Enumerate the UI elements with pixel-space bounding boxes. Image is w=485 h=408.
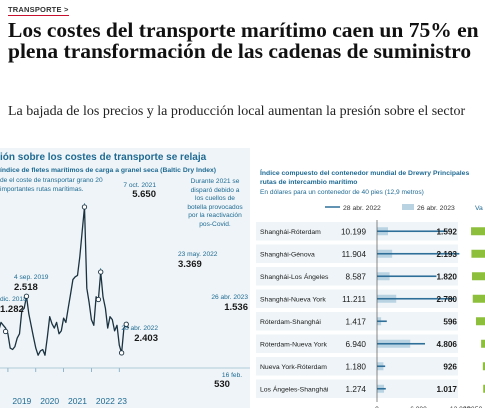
route-value-2023: 1.820 <box>437 272 458 281</box>
legend-2023-swatch <box>402 204 414 210</box>
variation-bar <box>472 294 485 303</box>
annotation-value: 1.282 <box>0 304 24 315</box>
route-value-2022: 6.940 <box>346 340 367 349</box>
annotation-date: 7 oct. 2021 <box>123 182 156 189</box>
variation-tick-label: -100 <box>461 406 475 408</box>
route-name: Los Ángeles-Shanghái <box>260 384 329 393</box>
x-tick-label: 2019 <box>12 396 31 406</box>
bar-2022 <box>377 297 455 300</box>
bdi-series-line <box>0 206 130 356</box>
annotation-value: 2.403 <box>134 333 158 344</box>
annotation-date: 4 sep. 2019 <box>14 274 49 281</box>
route-row-bg <box>256 289 458 308</box>
variation-tick-label: -50 <box>473 406 483 408</box>
baltic-dry-index-panel: ión sobre los costes de transporte se re… <box>0 148 250 408</box>
bar-2022 <box>377 320 387 323</box>
route-value-2022: 10.199 <box>341 227 366 236</box>
annotation-point <box>118 350 125 356</box>
route-row-bg <box>256 222 458 241</box>
route-row-bg <box>256 334 458 353</box>
route-name: Róterdam-Shanghái <box>260 319 321 326</box>
route-row-bg <box>256 379 458 398</box>
annotation-date: dic. 2018 <box>0 296 27 303</box>
annotation-point <box>81 204 88 210</box>
annotation-date: 16 feb. <box>222 372 242 379</box>
route-value-2023: 1.017 <box>437 385 458 394</box>
variation-bar <box>471 272 485 281</box>
bar-2022 <box>377 387 386 390</box>
bar-x-tick-label: 6.000 <box>410 406 427 408</box>
annotation-point <box>123 321 129 327</box>
bar-2022 <box>377 365 386 368</box>
right-chart-title: Índice compuesto del contenedor mundial … <box>260 170 470 186</box>
route-name: Shanghái-Génova <box>260 251 315 258</box>
article-subheadline: La bajada de los precios y la producción… <box>8 104 466 119</box>
route-value-2023: 926 <box>443 362 457 371</box>
route-row-bg <box>256 267 458 286</box>
route-row-bg <box>256 244 458 263</box>
variation-header: Va <box>475 205 483 212</box>
left-chart-description: de el coste de transportar grano 20 impo… <box>0 177 103 193</box>
annotation-point <box>2 328 9 335</box>
bar-2022 <box>377 230 448 233</box>
legend-2023-label: 26 abr. 2023 <box>417 205 455 212</box>
route-value-2022: 1.180 <box>346 362 367 371</box>
legend-2022-label: 28 abr. 2022 <box>343 205 381 212</box>
route-name: Shanghái-Róterdam <box>260 229 321 236</box>
route-row-bg <box>256 312 458 331</box>
route-value-2023: 1.592 <box>437 227 458 236</box>
variation-bar <box>471 227 485 236</box>
annotation-date: 23 may. 2022 <box>178 251 218 258</box>
article-headline: Los costes del transporte marítimo caen … <box>8 18 479 63</box>
route-value-2022: 8.587 <box>346 272 367 281</box>
right-chart-subtitle: En dólares para un contenedor de 40 pies… <box>260 189 424 196</box>
drewry-index-chart: 28 abr. 2022 26 abr. 2023 Va Shanghái-Róter… <box>256 204 485 408</box>
bar-x-tick-label: 0 <box>375 406 379 408</box>
annotation-value: 1.536 <box>224 302 248 313</box>
route-row-bg <box>256 357 458 376</box>
route-name: Shanghái-Los Ángeles <box>260 272 329 281</box>
section-kicker[interactable]: TRANSPORTE > <box>8 5 69 16</box>
annotation-point <box>95 296 102 303</box>
route-value-2023: 596 <box>443 317 457 326</box>
annotation-date: 26 abr. 2023 <box>211 294 248 301</box>
annotation-value: 5.650 <box>132 189 156 200</box>
annotation-value: 2.518 <box>14 282 38 293</box>
x-tick-label: 2022 <box>96 396 115 406</box>
x-tick-label: 23 <box>118 396 128 406</box>
bar-2022 <box>377 252 460 255</box>
bar-x-tick-label: 12.000 <box>450 406 471 408</box>
bar-2022 <box>377 275 437 278</box>
route-value-2022: 1.274 <box>346 385 367 394</box>
variation-bar <box>475 317 485 326</box>
annotation-value: 3.369 <box>178 259 202 270</box>
route-name: Nueva York-Róterdam <box>260 364 327 371</box>
x-tick-label: 2021 <box>68 396 87 406</box>
variation-bar <box>482 362 485 371</box>
route-value-2022: 11.904 <box>342 250 367 259</box>
annotation-point <box>23 293 30 299</box>
left-chart-subtitle: índice de fletes marítimos de carga a gr… <box>0 167 217 174</box>
variation-bar <box>483 384 485 393</box>
left-chart-note: Durante 2021 se disparó debido a los cue… <box>187 178 243 228</box>
annotation-date: 28 abr. 2022 <box>121 325 158 332</box>
route-value-2023: 2.193 <box>437 250 458 259</box>
route-name: Róterdam-Nueva York <box>260 341 327 348</box>
annotation-point <box>98 269 104 275</box>
route-value-2023: 4.806 <box>437 340 458 349</box>
drewry-index-panel: Índice compuesto del contenedor mundial … <box>252 148 485 408</box>
route-name: Shanghái-Nueva York <box>260 296 326 303</box>
annotation-value: 530 <box>214 379 230 390</box>
variation-bar <box>481 339 485 348</box>
route-value-2022: 1.417 <box>346 317 367 326</box>
x-tick-label: 2020 <box>40 396 59 406</box>
route-value-2023: 2.780 <box>437 295 458 304</box>
variation-bar <box>471 249 485 258</box>
bar-2022 <box>377 342 426 345</box>
left-section-title: ión sobre los costes de transporte se re… <box>0 152 207 163</box>
route-value-2022: 11.211 <box>342 295 366 304</box>
